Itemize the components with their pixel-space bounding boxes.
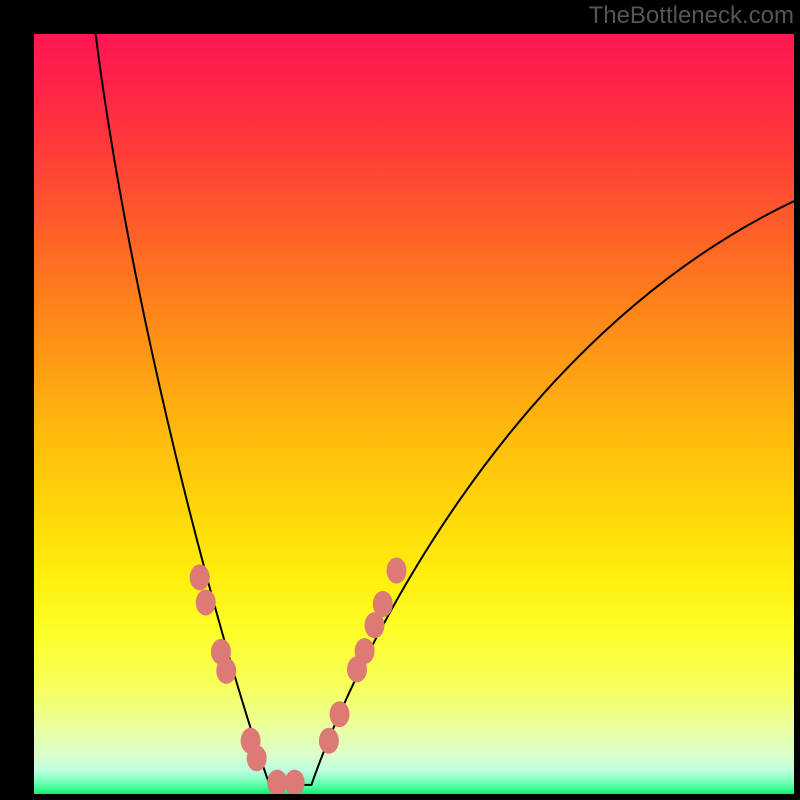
plot-svg [34, 34, 794, 794]
watermark-text: TheBottleneck.com [589, 2, 794, 30]
chart-container: TheBottleneck.com [0, 0, 800, 800]
plot-area [34, 34, 794, 794]
